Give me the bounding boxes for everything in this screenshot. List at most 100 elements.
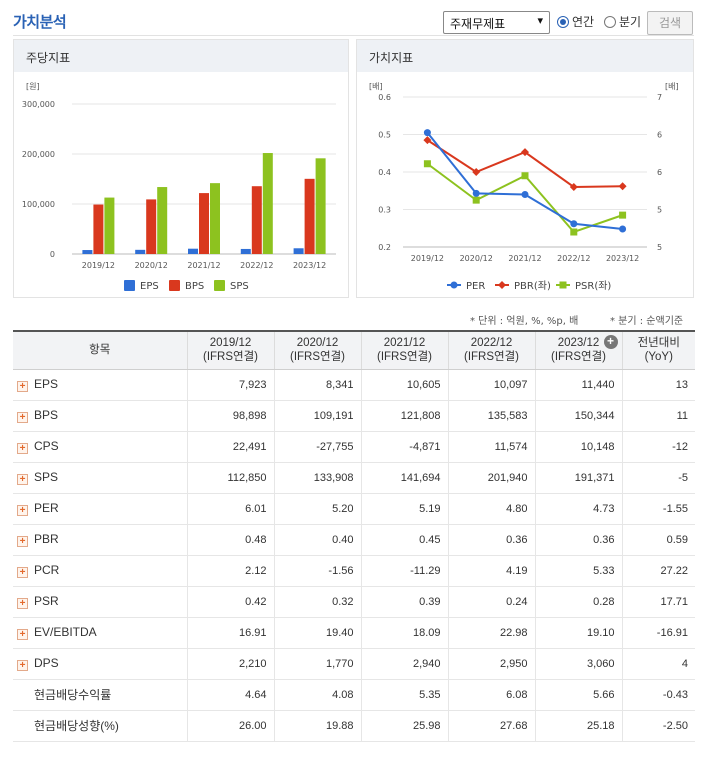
- yoy-cell: -16.91: [621, 617, 695, 649]
- col-period-year: 2019/12: [209, 337, 252, 350]
- radio-quarter-dot[interactable]: [604, 15, 616, 28]
- table-row: + PCR 2.12 -1.56 -11.29 4.19 5.33 27.22: [13, 555, 695, 587]
- value-cell: -4,871: [360, 431, 448, 463]
- value-cell: 11,574: [447, 431, 535, 463]
- expand-row-icon[interactable]: +: [17, 505, 28, 516]
- value-cell: 11,440: [534, 369, 622, 401]
- series-point-circle: [570, 220, 578, 228]
- legend-marker-square: [559, 281, 567, 289]
- expand-row-icon[interactable]: +: [17, 660, 28, 671]
- y-tick-label-left: 0.2: [378, 243, 391, 252]
- value-cell: 5.66: [534, 679, 622, 711]
- bar-bps: [93, 204, 104, 254]
- series-point-square: [619, 211, 627, 219]
- y-tick-label-right: 6: [657, 131, 662, 140]
- row-label: CPS: [34, 439, 59, 453]
- legend-swatch-sps: [214, 280, 225, 291]
- col-period-header: 2019/12 (IFRS연결): [186, 331, 274, 370]
- x-tick-label: 2023/12: [606, 254, 639, 263]
- series-point-diamond: [521, 148, 529, 157]
- y-tick-label-right: 5: [657, 243, 662, 252]
- col-period-year: 2020/12: [296, 337, 339, 350]
- bar-eps: [240, 248, 251, 254]
- y-tick-label: 100,000: [22, 200, 55, 209]
- x-tick-label: 2019/12: [411, 254, 444, 263]
- y-axis-right-unit-label: [배]: [665, 82, 679, 91]
- value-cell: 4.08: [273, 679, 361, 711]
- row-label-cell: 현금배당수익률: [13, 679, 187, 711]
- row-label: DPS: [34, 656, 59, 670]
- value-cell: 19.40: [273, 617, 361, 649]
- radio-quarter[interactable]: 분기: [604, 13, 641, 30]
- yoy-cell: 4: [621, 648, 695, 680]
- table-header-row: 항목 2019/12 (IFRS연결) 2020/12 (IFRS연결) 2021/…: [13, 331, 695, 370]
- value-cell: 27.68: [447, 710, 535, 742]
- col-period-header: 2021/12 (IFRS연결): [360, 331, 448, 370]
- basis-note: * 분기 : 순액기준: [610, 316, 684, 327]
- unit-note: * 단위 : 억원, %, %p, 배: [470, 316, 579, 327]
- expand-row-icon[interactable]: +: [17, 381, 28, 392]
- value-cell: 112,850: [186, 462, 274, 494]
- radio-annual[interactable]: 연간: [557, 13, 594, 30]
- row-label-cell: + PBR: [13, 524, 187, 556]
- table-row: + PBR 0.48 0.40 0.45 0.36 0.36 0.59: [13, 524, 695, 556]
- bar-eps: [135, 249, 146, 254]
- expand-row-icon[interactable]: +: [17, 629, 28, 640]
- series-point-square: [570, 228, 578, 236]
- y-tick-label: 300,000: [22, 100, 55, 109]
- expand-row-icon[interactable]: +: [17, 536, 28, 547]
- series-point-circle: [619, 225, 627, 233]
- legend-label: PER: [466, 281, 485, 292]
- statement-type-select[interactable]: 주재무제표 ▾: [443, 11, 550, 34]
- value-cell: 10,148: [534, 431, 622, 463]
- value-cell: 4.19: [447, 555, 535, 587]
- table-row: + CPS 22,491 -27,755 -4,871 11,574 10,148 -12: [13, 431, 695, 463]
- valuation-panel: 가치지표 [배] [배] 0.2 5 0.3 5 0.4 6 0.5 6 0.6 7 2019/12 20…: [356, 39, 694, 298]
- value-cell: 5.20: [273, 493, 361, 525]
- legend-marker-circle: [450, 281, 458, 289]
- y-tick-label-right: 6: [657, 168, 662, 177]
- table-row: + PSR 0.42 0.32 0.39 0.24 0.28 17.71: [13, 586, 695, 618]
- bar-bps: [304, 178, 315, 254]
- value-cell: 19.10: [534, 617, 622, 649]
- x-tick-label: 2022/12: [557, 254, 590, 263]
- value-cell: 191,371: [534, 462, 622, 494]
- bar-eps: [188, 248, 198, 254]
- radio-annual-dot[interactable]: [557, 15, 569, 28]
- expand-row-icon[interactable]: +: [17, 567, 28, 578]
- expand-row-icon[interactable]: +: [17, 412, 28, 423]
- search-button[interactable]: 검색: [647, 11, 693, 35]
- value-cell: 5.35: [360, 679, 448, 711]
- bar-bps: [199, 193, 209, 254]
- y-tick-label-left: 0.3: [378, 206, 391, 215]
- value-cell: -1.56: [273, 555, 361, 587]
- row-label: PER: [34, 501, 59, 515]
- legend-marker-diamond: [498, 281, 506, 289]
- row-label: 현금배당수익률: [34, 688, 112, 702]
- series-point-circle: [423, 129, 431, 137]
- expand-row-icon[interactable]: +: [17, 474, 28, 485]
- yoy-cell: 13: [621, 369, 695, 401]
- value-cell: 98,898: [186, 400, 274, 432]
- per-share-panel: 주당지표 [원] 0 100,000 200,000 300,000 2019/12 202…: [13, 39, 349, 298]
- add-period-icon[interactable]: +: [603, 335, 618, 349]
- col-yoy-title: 전년대비: [637, 337, 680, 350]
- value-cell: 201,940: [447, 462, 535, 494]
- page-title: 가치분석: [13, 13, 67, 31]
- y-axis-unit-label: [원]: [26, 82, 40, 91]
- col-period-basis: (IFRS연결): [550, 351, 606, 364]
- x-tick-label: 2019/12: [82, 261, 115, 270]
- value-cell: 109,191: [273, 400, 361, 432]
- table-row: + BPS 98,898 109,191 121,808 135,583 150,344 11: [13, 400, 695, 432]
- legend-label: PBR(좌): [514, 280, 551, 292]
- value-cell: 133,908: [273, 462, 361, 494]
- row-label: PSR: [34, 594, 59, 608]
- value-cell: 0.39: [360, 586, 448, 618]
- expand-row-icon[interactable]: +: [17, 443, 28, 454]
- value-cell: 150,344: [534, 400, 622, 432]
- value-cell: 8,341: [273, 369, 361, 401]
- bar-eps: [293, 248, 304, 254]
- series-line-0: [426, 131, 623, 230]
- expand-row-icon[interactable]: +: [17, 598, 28, 609]
- y-tick-label: 0: [50, 250, 55, 259]
